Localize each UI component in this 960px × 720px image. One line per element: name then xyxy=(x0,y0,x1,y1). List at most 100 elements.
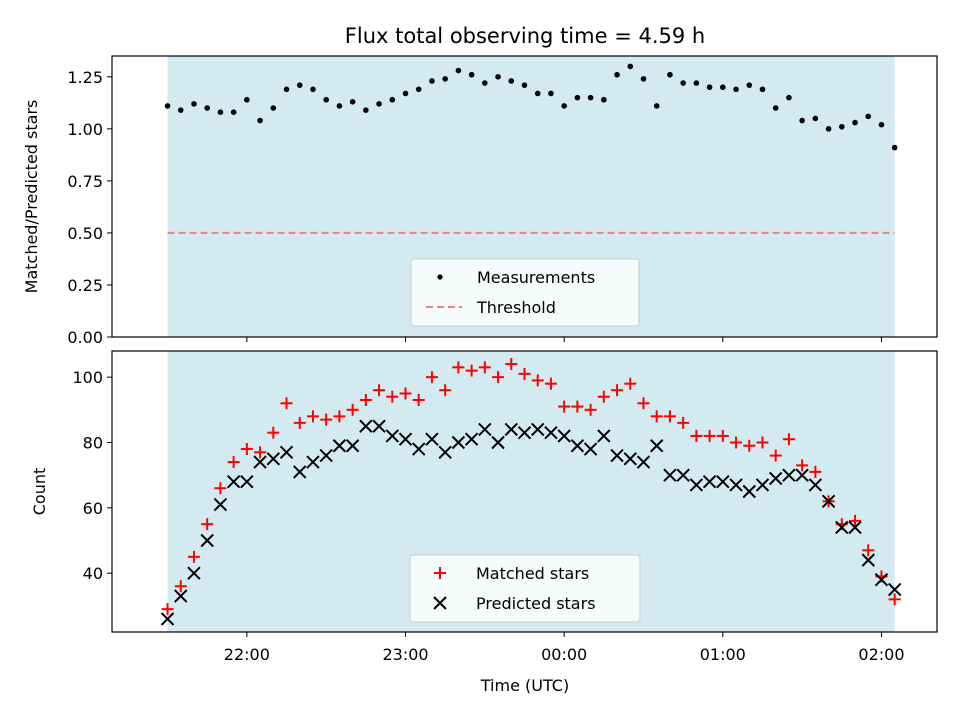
matched-star-point xyxy=(452,361,465,374)
measurement-point xyxy=(429,78,435,84)
predicted-star-point-b xyxy=(253,455,267,469)
predicted-star-point-b xyxy=(213,497,228,512)
matched-star-point xyxy=(584,403,597,416)
legend-threshold-label: Threshold xyxy=(476,298,556,317)
predicted-star-point-b xyxy=(160,612,175,626)
predicted-star-point-b xyxy=(293,465,307,479)
measurement-point xyxy=(653,103,660,109)
bottom-legend: Matched stars Predicted stars xyxy=(409,554,641,623)
predicted-star-point-b xyxy=(887,582,902,597)
matched-star-point xyxy=(267,426,280,439)
predicted-star-point-b xyxy=(200,533,214,548)
chart-title: Flux total observing time = 4.59 h xyxy=(345,24,705,48)
measurement-point xyxy=(746,82,753,88)
matched-star-point xyxy=(174,580,187,593)
predicted-star-point-b xyxy=(597,429,611,443)
bottom-x-tick-label: 23:00 xyxy=(382,645,428,664)
predicted-star-point xyxy=(663,468,677,482)
predicted-star-point-b xyxy=(306,455,320,469)
matched-star-point xyxy=(306,410,319,423)
x-axis-label: Time (UTC) xyxy=(480,676,569,695)
predicted-star-point xyxy=(676,468,690,482)
predicted-star-point xyxy=(517,425,532,440)
matched-star-point xyxy=(439,384,452,397)
measurement-point xyxy=(402,90,409,97)
legend-matched-marker xyxy=(434,567,446,579)
measurement-point xyxy=(706,84,713,91)
matched-star-point xyxy=(677,416,690,429)
predicted-star-point-b xyxy=(861,553,875,567)
predicted-star-point xyxy=(689,478,704,492)
matched-star-point xyxy=(716,429,729,442)
bottom-y-tick-label: 60 xyxy=(83,499,103,518)
measurement-point xyxy=(468,71,475,78)
predicted-star-point-b xyxy=(491,435,505,450)
measurement-point xyxy=(878,121,885,128)
matched-star-point xyxy=(849,514,862,527)
top-y-tick-label: 0.00 xyxy=(67,328,103,347)
predicted-star-point xyxy=(716,474,730,489)
matched-star-point xyxy=(386,390,399,403)
predicted-star-point xyxy=(306,455,320,469)
bottom-x-tick-label: 00:00 xyxy=(541,645,587,664)
measurement-point xyxy=(772,105,779,111)
measurement-point xyxy=(534,90,541,97)
predicted-star-point-b xyxy=(504,422,518,437)
top-y-tick-label: 0.50 xyxy=(67,224,103,243)
measurement-point xyxy=(270,105,277,111)
predicted-star-point xyxy=(451,435,466,450)
measurement-point xyxy=(296,82,303,88)
predicted-star-point xyxy=(398,432,413,446)
matched-star-point xyxy=(888,593,901,606)
predicted-star-point-b xyxy=(623,452,637,466)
predicted-star-point-b xyxy=(240,474,254,489)
matched-star-point xyxy=(227,456,240,469)
predicted-star-point-b xyxy=(332,439,347,453)
predicted-star-point-b xyxy=(835,520,849,535)
predicted-star-point-b xyxy=(636,455,651,469)
predicted-star-point-b xyxy=(676,468,690,482)
matched-star-point xyxy=(346,403,359,416)
predicted-star-point-b xyxy=(398,432,413,446)
predicted-star-point xyxy=(729,478,743,492)
predicted-star-point xyxy=(160,612,175,626)
predicted-star-point xyxy=(319,448,333,463)
matched-star-point xyxy=(769,449,782,462)
measurement-point xyxy=(574,94,581,101)
predicted-star-point xyxy=(795,468,809,482)
predicted-star-point xyxy=(636,455,651,469)
bottom-x-ticks: 22:00 23:00 00:00 01:00 02:00 xyxy=(224,632,905,664)
measurement-point xyxy=(852,119,858,126)
legend-measurements-marker xyxy=(437,274,443,280)
legend-predicted-label: Predicted stars xyxy=(476,594,596,613)
predicted-star-point-b xyxy=(583,442,598,456)
matched-star-point xyxy=(505,358,518,371)
measurement-point xyxy=(323,96,329,103)
predicted-star-point xyxy=(438,445,452,459)
matched-star-point xyxy=(254,446,267,459)
predicted-star-point-b xyxy=(702,474,717,489)
measurement-point xyxy=(839,123,845,130)
matched-star-point xyxy=(399,387,412,400)
measurement-point xyxy=(415,86,422,93)
matched-star-point xyxy=(809,465,822,478)
bottom-y-tick-label: 100 xyxy=(72,368,103,387)
predicted-star-point xyxy=(253,455,267,469)
matched-star-point xyxy=(293,416,306,429)
top-y-tick-label: 0.75 xyxy=(67,172,103,191)
predicted-star-point xyxy=(861,553,875,567)
measurement-point xyxy=(336,103,343,109)
top-panel: 0.00 0.25 0.50 0.75 1.00 1.25 Matched/Predict… xyxy=(22,55,938,347)
predicted-star-point-b xyxy=(279,445,294,459)
predicted-star-point-b xyxy=(768,471,783,486)
measurement-point xyxy=(614,71,620,78)
matched-star-point xyxy=(425,371,438,384)
predicted-star-point xyxy=(372,419,386,433)
measurement-point xyxy=(667,71,673,78)
predicted-star-point xyxy=(610,448,624,463)
matched-star-point xyxy=(690,429,703,442)
measurement-point xyxy=(177,107,184,113)
predicted-star-point-b xyxy=(226,474,241,489)
measurement-point xyxy=(376,101,382,107)
